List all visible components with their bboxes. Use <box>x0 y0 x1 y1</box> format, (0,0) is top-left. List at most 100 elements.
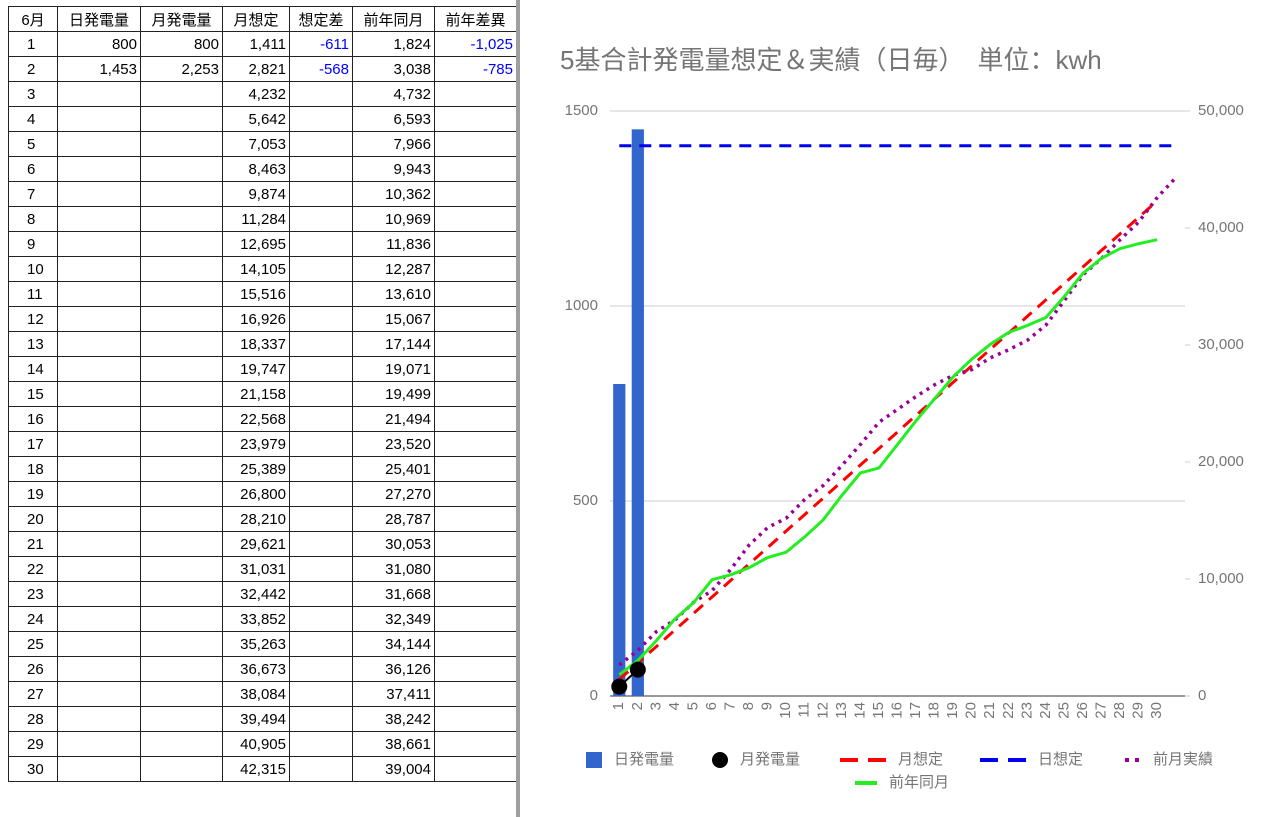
cell[interactable]: 4,232 <box>222 81 290 107</box>
cell[interactable] <box>57 406 141 432</box>
cell[interactable]: 10,362 <box>352 181 435 207</box>
cell[interactable]: 10,969 <box>352 206 435 232</box>
cell[interactable]: 11 <box>8 281 58 307</box>
cell[interactable]: 18 <box>8 456 58 482</box>
cell[interactable]: 22 <box>8 556 58 582</box>
cell[interactable] <box>434 306 517 332</box>
cell[interactable] <box>434 206 517 232</box>
cell[interactable] <box>140 531 223 557</box>
cell[interactable]: 28 <box>8 706 58 732</box>
cell[interactable]: 13 <box>8 331 58 357</box>
cell[interactable] <box>289 281 353 307</box>
cell[interactable]: 39,004 <box>352 756 435 782</box>
cell[interactable]: -1,025 <box>434 31 517 57</box>
cell[interactable]: 38,661 <box>352 731 435 757</box>
cell[interactable]: 40,905 <box>222 731 290 757</box>
cell[interactable] <box>57 531 141 557</box>
cell[interactable] <box>434 231 517 257</box>
cell[interactable] <box>289 656 353 682</box>
cell[interactable]: 1 <box>8 31 58 57</box>
cell[interactable]: 19,499 <box>352 381 435 407</box>
cell[interactable] <box>289 231 353 257</box>
cell[interactable]: 19,747 <box>222 356 290 382</box>
cell[interactable] <box>289 181 353 207</box>
cell[interactable] <box>289 756 353 782</box>
cell[interactable]: 35,263 <box>222 631 290 657</box>
cell[interactable]: 8,463 <box>222 156 290 182</box>
cell[interactable]: 日発電量 <box>57 6 141 32</box>
cell[interactable]: 10 <box>8 256 58 282</box>
cell[interactable]: 14,105 <box>222 256 290 282</box>
cell[interactable] <box>57 506 141 532</box>
cell[interactable]: 21,158 <box>222 381 290 407</box>
cell[interactable]: 14 <box>8 356 58 382</box>
cell[interactable]: 9 <box>8 231 58 257</box>
cell[interactable]: 31,080 <box>352 556 435 582</box>
cell[interactable]: 25,389 <box>222 456 290 482</box>
cell[interactable]: 7,966 <box>352 131 435 157</box>
cell[interactable]: 19 <box>8 481 58 507</box>
cell[interactable]: 25 <box>8 631 58 657</box>
cell[interactable]: 5,642 <box>222 106 290 132</box>
cell[interactable] <box>289 531 353 557</box>
cell[interactable]: 37,411 <box>352 681 435 707</box>
cell[interactable]: 15 <box>8 381 58 407</box>
cell[interactable]: -785 <box>434 56 517 82</box>
cell[interactable] <box>289 256 353 282</box>
cell[interactable]: 6月 <box>8 6 58 32</box>
cell[interactable]: 11,836 <box>352 231 435 257</box>
cell[interactable] <box>140 681 223 707</box>
cell[interactable] <box>434 531 517 557</box>
cell[interactable] <box>57 81 141 107</box>
cell[interactable] <box>434 631 517 657</box>
cell[interactable]: 25,401 <box>352 456 435 482</box>
cell[interactable]: 26,800 <box>222 481 290 507</box>
cell[interactable] <box>57 281 141 307</box>
cell[interactable] <box>140 156 223 182</box>
cell[interactable] <box>57 581 141 607</box>
cell[interactable] <box>289 156 353 182</box>
cell[interactable]: 前年差異 <box>434 6 517 32</box>
cell[interactable] <box>289 731 353 757</box>
cell[interactable]: 2,253 <box>140 56 223 82</box>
cell[interactable]: 29,621 <box>222 531 290 557</box>
cell[interactable]: 月想定 <box>222 6 290 32</box>
cell[interactable] <box>289 131 353 157</box>
cell[interactable] <box>289 581 353 607</box>
cell[interactable]: 31,668 <box>352 581 435 607</box>
cell[interactable] <box>57 206 141 232</box>
cell[interactable] <box>434 556 517 582</box>
cell[interactable]: 20 <box>8 506 58 532</box>
cell[interactable] <box>140 106 223 132</box>
cell[interactable]: 32,442 <box>222 581 290 607</box>
cell[interactable] <box>289 481 353 507</box>
cell[interactable]: 19,071 <box>352 356 435 382</box>
cell[interactable]: 1,824 <box>352 31 435 57</box>
cell[interactable] <box>140 281 223 307</box>
cell[interactable]: 3 <box>8 81 58 107</box>
cell[interactable]: -611 <box>289 31 353 57</box>
cell[interactable]: 6,593 <box>352 106 435 132</box>
cell[interactable] <box>434 756 517 782</box>
cell[interactable] <box>434 356 517 382</box>
cell[interactable] <box>57 381 141 407</box>
cell[interactable] <box>140 706 223 732</box>
cell[interactable] <box>434 706 517 732</box>
cell[interactable] <box>434 606 517 632</box>
cell[interactable]: 38,084 <box>222 681 290 707</box>
cell[interactable] <box>289 506 353 532</box>
cell[interactable]: 15,067 <box>352 306 435 332</box>
cell[interactable] <box>434 481 517 507</box>
cell[interactable]: 30,053 <box>352 531 435 557</box>
cell[interactable]: 23,520 <box>352 431 435 457</box>
cell[interactable] <box>57 181 141 207</box>
cell[interactable] <box>434 456 517 482</box>
cell[interactable]: 42,315 <box>222 756 290 782</box>
cell[interactable] <box>57 106 141 132</box>
cell[interactable] <box>140 456 223 482</box>
cell[interactable] <box>289 356 353 382</box>
cell[interactable]: 39,494 <box>222 706 290 732</box>
cell[interactable] <box>140 756 223 782</box>
cell[interactable] <box>57 156 141 182</box>
cell[interactable] <box>140 606 223 632</box>
